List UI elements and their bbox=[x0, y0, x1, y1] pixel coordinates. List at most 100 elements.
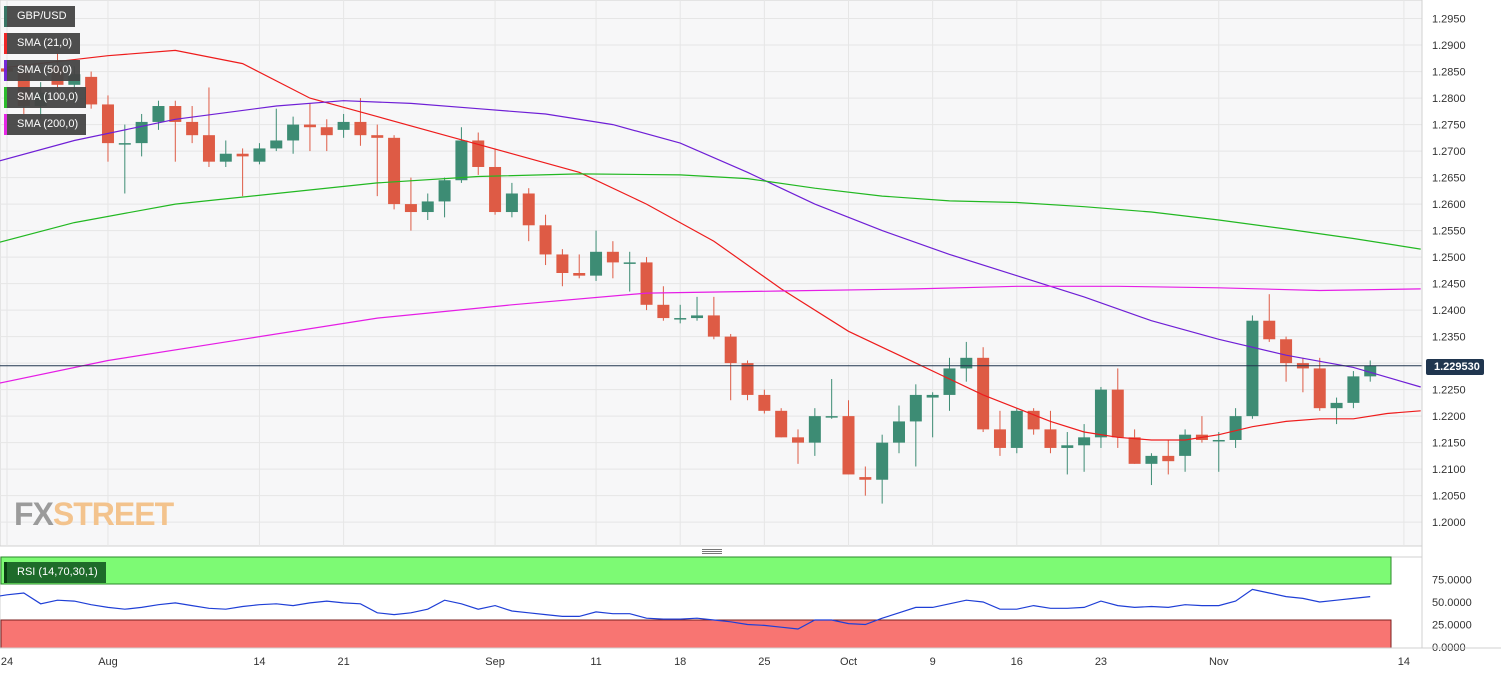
candle bbox=[724, 333, 737, 401]
y-tick-label: 1.2450 bbox=[1432, 279, 1466, 291]
candle bbox=[320, 119, 333, 152]
candle-body bbox=[101, 104, 114, 144]
candle-body bbox=[859, 477, 872, 480]
legend-sma21-label: SMA (21,0) bbox=[17, 37, 73, 49]
candle-body bbox=[539, 225, 552, 255]
candle-body bbox=[808, 416, 821, 443]
y-tick-label: 1.2100 bbox=[1432, 464, 1466, 476]
candle bbox=[539, 214, 552, 266]
candle bbox=[1010, 408, 1023, 454]
y-tick-label: 1.2400 bbox=[1432, 305, 1466, 317]
sma100-swatch bbox=[4, 87, 7, 108]
candle bbox=[590, 230, 603, 281]
candle bbox=[792, 429, 805, 464]
candle-body bbox=[1364, 365, 1377, 377]
sma21-line bbox=[6, 49, 1421, 441]
sma50-line bbox=[0, 100, 1421, 388]
y-tick-label: 1.2900 bbox=[1432, 40, 1466, 52]
candle-body bbox=[337, 121, 350, 130]
sma50-swatch bbox=[4, 60, 7, 81]
candle bbox=[960, 341, 973, 382]
candle-body bbox=[556, 254, 569, 273]
x-tick-label: 18 bbox=[674, 656, 686, 668]
last-price-value: 1.229530 bbox=[1434, 361, 1480, 373]
candle-body bbox=[522, 193, 535, 226]
price-panel[interactable]: 1.2950 1.2900 1.2850 1.2800 1.2750 1.2700 1.26… bbox=[0, 0, 1466, 547]
legend-pair[interactable]: GBP/USD bbox=[4, 6, 75, 27]
candle-body bbox=[943, 368, 956, 395]
panel-resize-handle[interactable] bbox=[702, 549, 722, 555]
candle-body bbox=[1347, 376, 1360, 403]
y-tick-label: 1.2550 bbox=[1432, 226, 1466, 238]
candle-body bbox=[1179, 434, 1192, 456]
rsi-swatch bbox=[4, 562, 7, 583]
candle-body bbox=[691, 315, 704, 319]
sma21-swatch bbox=[4, 33, 7, 54]
x-tick-label: 25 bbox=[758, 656, 770, 668]
logo-street: STREET bbox=[52, 496, 174, 532]
candle bbox=[1280, 336, 1293, 382]
candle-body bbox=[472, 140, 485, 167]
candle-body bbox=[388, 137, 401, 205]
legend-sma100[interactable]: SMA (100,0) bbox=[4, 87, 87, 108]
candle bbox=[1111, 368, 1124, 448]
legend-sma21[interactable]: SMA (21,0) bbox=[4, 33, 81, 54]
candle bbox=[455, 127, 468, 183]
candle bbox=[1330, 397, 1343, 425]
candle-body bbox=[169, 106, 182, 122]
candle-body bbox=[1128, 437, 1141, 464]
x-tick-label: 23 bbox=[1095, 656, 1107, 668]
candle-body bbox=[186, 121, 199, 136]
candle-body bbox=[1162, 455, 1175, 462]
candle bbox=[1128, 429, 1141, 464]
candle-body bbox=[993, 429, 1006, 448]
candle-body bbox=[590, 251, 603, 276]
candle bbox=[421, 193, 434, 220]
candle bbox=[236, 148, 249, 197]
candle-body bbox=[118, 143, 131, 145]
candle bbox=[909, 384, 922, 467]
candle-body bbox=[674, 318, 687, 320]
candle-body bbox=[977, 357, 990, 430]
candle-body bbox=[270, 140, 283, 149]
sma200-line bbox=[0, 285, 1421, 384]
candle-body bbox=[1094, 389, 1107, 438]
candle-body bbox=[1330, 402, 1343, 409]
x-tick-label: Aug bbox=[98, 656, 118, 668]
candle bbox=[623, 251, 636, 292]
y-tick-label: 1.2650 bbox=[1432, 173, 1466, 185]
candle bbox=[270, 108, 283, 152]
legend-sma200[interactable]: SMA (200,0) bbox=[4, 114, 87, 135]
legend-sma50[interactable]: SMA (50,0) bbox=[4, 60, 81, 81]
candle-body bbox=[606, 251, 619, 263]
candle-body bbox=[623, 262, 636, 264]
legend-sma200-label: SMA (200,0) bbox=[17, 118, 79, 130]
candle-body bbox=[1010, 410, 1023, 448]
candle bbox=[388, 135, 401, 210]
candle-body bbox=[1246, 320, 1259, 417]
candle-body bbox=[825, 416, 838, 418]
candle bbox=[741, 360, 754, 401]
candle bbox=[354, 98, 367, 146]
x-tick-label: Nov bbox=[1209, 656, 1229, 668]
candle-body bbox=[657, 304, 670, 319]
candle bbox=[287, 116, 300, 154]
y-tick-label: 1.2050 bbox=[1432, 491, 1466, 503]
y-tick-label: 1.2750 bbox=[1432, 120, 1466, 132]
y-tick-label: 1.2800 bbox=[1432, 93, 1466, 105]
candle-body bbox=[1212, 439, 1225, 442]
candle bbox=[1061, 432, 1074, 475]
legend-rsi[interactable]: RSI (14,70,30,1) bbox=[4, 562, 106, 583]
candle bbox=[674, 304, 687, 324]
candle-body bbox=[707, 315, 720, 337]
candle-body bbox=[758, 394, 771, 411]
candle bbox=[758, 389, 771, 414]
candle-body bbox=[1263, 320, 1276, 340]
y-tick-label: 1.2350 bbox=[1432, 332, 1466, 344]
candle bbox=[1364, 360, 1377, 382]
candle bbox=[152, 100, 165, 130]
candle-body bbox=[573, 273, 586, 276]
rsi-line bbox=[0, 588, 1371, 630]
